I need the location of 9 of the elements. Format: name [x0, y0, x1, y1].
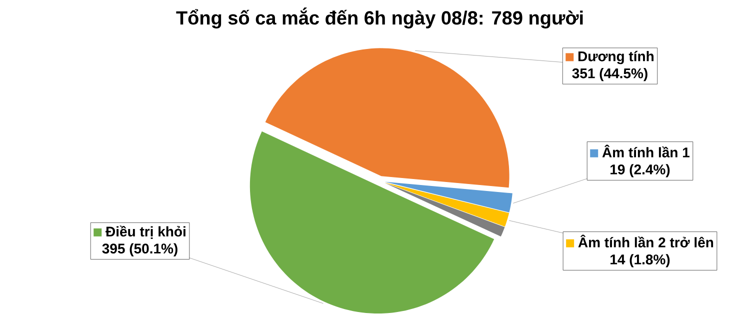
legend-label: Điều trị khỏi [106, 226, 186, 239]
legend-label: Dương tính [578, 50, 654, 64]
data-label: 14 (1.8%) [610, 254, 670, 268]
data-label: 351 (44.5%) [572, 68, 648, 82]
data-label: 395 (50.1%) [102, 243, 178, 256]
chart-title: Tổng số ca mắc đến 6h ngày 08/8: 789 người [176, 8, 583, 28]
legend-label: Âm tính lần 2 trở lên [578, 234, 714, 248]
data-label: 19 (2.4%) [610, 164, 670, 178]
legend-label: Âm tính lần 1 [602, 144, 690, 158]
